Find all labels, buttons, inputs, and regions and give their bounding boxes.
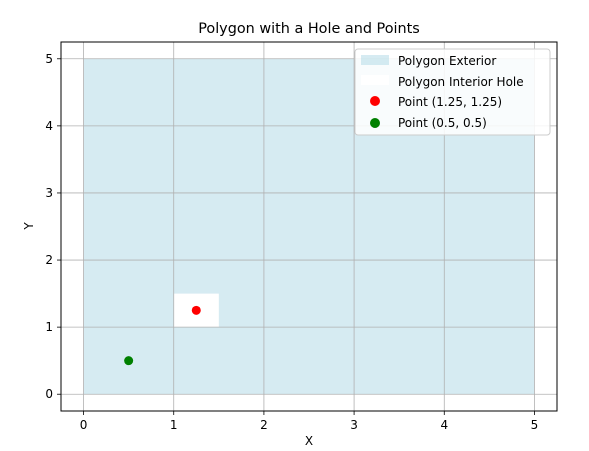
legend-label-point-1: Point (1.25, 1.25) bbox=[398, 95, 502, 109]
plot-frame-border bbox=[60, 41, 558, 412]
legend-box bbox=[354, 48, 551, 136]
y-tick-label-1: 1 bbox=[45, 320, 53, 334]
y-tick-label-2: 2 bbox=[45, 253, 53, 267]
x-tick-label-0: 0 bbox=[80, 418, 88, 432]
y-tick-label-5: 5 bbox=[45, 52, 53, 66]
legend-swatch-exterior bbox=[361, 55, 389, 65]
y-tick-label-0: 0 bbox=[45, 387, 53, 401]
y-axis-label: Y bbox=[22, 222, 36, 231]
legend-label-exterior: Polygon Exterior bbox=[398, 54, 496, 68]
x-tick-label-5: 5 bbox=[531, 418, 539, 432]
legend-marker-point-1 bbox=[370, 96, 380, 106]
legend-label-point-2: Point (0.5, 0.5) bbox=[398, 116, 487, 130]
x-axis-label: X bbox=[305, 434, 313, 448]
x-tick-label-1: 1 bbox=[170, 418, 178, 432]
legend-marker-point-2 bbox=[370, 118, 380, 128]
y-tick-label-4: 4 bbox=[45, 119, 53, 133]
x-tick-label-2: 2 bbox=[260, 418, 268, 432]
chart-title: Polygon with a Hole and Points bbox=[198, 21, 420, 37]
data-point-1 bbox=[191, 305, 201, 315]
x-tick-label-3: 3 bbox=[350, 418, 358, 432]
x-tick-label-4: 4 bbox=[440, 418, 448, 432]
legend-swatch-hole bbox=[361, 75, 389, 85]
data-points bbox=[124, 305, 201, 366]
data-point-2 bbox=[124, 356, 134, 366]
y-axis-ticks: 0 1 2 3 4 5 bbox=[45, 52, 61, 401]
x-axis-ticks: 0 1 2 3 4 5 bbox=[80, 411, 539, 432]
legend: Polygon Exterior Polygon Interior Hole P… bbox=[354, 48, 551, 136]
y-tick-label-3: 3 bbox=[45, 186, 53, 200]
legend-label-hole: Polygon Interior Hole bbox=[398, 75, 524, 89]
